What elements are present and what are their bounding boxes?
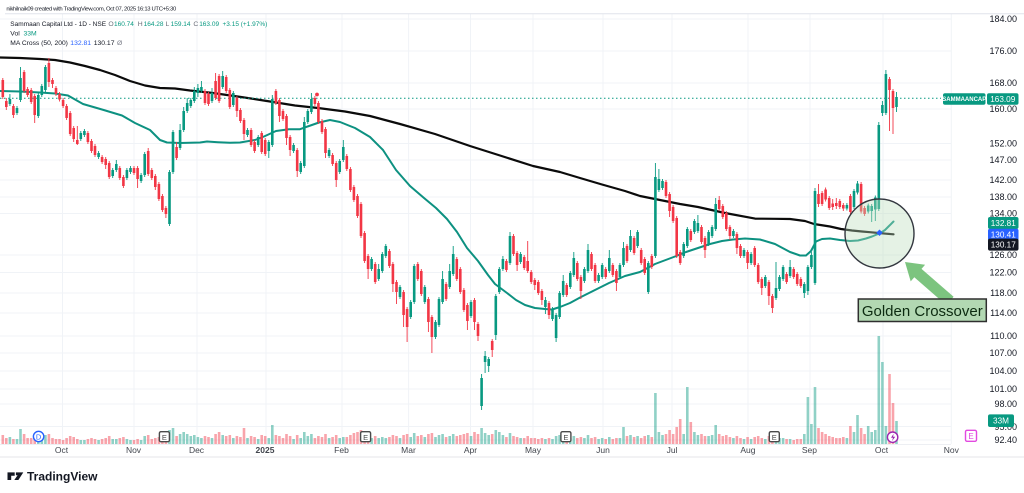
svg-text:TradingView: TradingView xyxy=(27,470,98,484)
svg-text:Vol: Vol xyxy=(10,31,20,38)
svg-text:Oct: Oct xyxy=(875,445,889,455)
svg-text:C: C xyxy=(193,21,198,28)
svg-text:Sep: Sep xyxy=(802,445,817,455)
svg-text:134.00: 134.00 xyxy=(989,209,1017,219)
svg-text:Nov: Nov xyxy=(126,445,142,455)
svg-text:118.00: 118.00 xyxy=(990,288,1017,298)
svg-text:184.00: 184.00 xyxy=(989,14,1017,24)
svg-text:E: E xyxy=(363,433,368,442)
svg-text:SAMMAANCAP: SAMMAANCAP xyxy=(942,97,986,103)
svg-text:126.00: 126.00 xyxy=(989,250,1017,260)
svg-text:98.00: 98.00 xyxy=(994,399,1017,409)
svg-text:Oct: Oct xyxy=(55,445,69,455)
svg-text:176.00: 176.00 xyxy=(989,46,1017,56)
svg-text:E: E xyxy=(162,433,167,442)
svg-text:107.00: 107.00 xyxy=(989,348,1017,358)
svg-text:Jun: Jun xyxy=(596,445,610,455)
svg-text:152.00: 152.00 xyxy=(989,139,1017,149)
svg-text:130.17: 130.17 xyxy=(94,40,115,47)
svg-text:163.09: 163.09 xyxy=(199,21,219,28)
svg-text:Jul: Jul xyxy=(667,445,678,455)
svg-text:122.00: 122.00 xyxy=(989,268,1017,278)
svg-text:130.41: 130.41 xyxy=(991,231,1016,240)
svg-text:Aug: Aug xyxy=(740,445,755,455)
svg-text:33M: 33M xyxy=(993,417,1009,426)
svg-text:92.40: 92.40 xyxy=(994,435,1017,445)
svg-text:E: E xyxy=(563,433,568,442)
svg-text:E: E xyxy=(968,432,973,441)
svg-text:160.00: 160.00 xyxy=(989,104,1017,114)
svg-text:95.00: 95.00 xyxy=(994,422,1017,432)
svg-text:138.00: 138.00 xyxy=(989,192,1017,202)
svg-text:Sammaan Capital Ltd - 1D - NSE: Sammaan Capital Ltd - 1D - NSE xyxy=(10,21,106,28)
svg-text:May: May xyxy=(525,445,542,455)
svg-text:142.00: 142.00 xyxy=(989,175,1017,185)
svg-text:33M: 33M xyxy=(24,31,38,38)
svg-text:Ø: Ø xyxy=(117,40,123,47)
svg-text:+3.15 (+1.97%): +3.15 (+1.97%) xyxy=(223,21,268,28)
svg-text:104.00: 104.00 xyxy=(989,366,1017,376)
svg-text:110.00: 110.00 xyxy=(990,331,1017,341)
svg-text:Nov: Nov xyxy=(944,445,960,455)
svg-text:nikhilnaik09 created with Trad: nikhilnaik09 created with TradingView.co… xyxy=(6,7,177,13)
svg-text:101.00: 101.00 xyxy=(989,384,1017,394)
svg-text:160.74: 160.74 xyxy=(114,21,134,28)
svg-text:Golden Crossover: Golden Crossover xyxy=(862,303,983,320)
svg-text:E: E xyxy=(772,433,777,442)
svg-text:132.81: 132.81 xyxy=(70,40,91,47)
svg-text:Mar: Mar xyxy=(401,445,416,455)
svg-text:2025: 2025 xyxy=(256,445,275,455)
svg-text:MA Cross (50, 200): MA Cross (50, 200) xyxy=(10,40,68,47)
svg-text:D: D xyxy=(36,432,42,441)
svg-text:H: H xyxy=(138,21,143,28)
svg-text:168.00: 168.00 xyxy=(989,78,1017,88)
svg-text:114.00: 114.00 xyxy=(990,308,1017,318)
svg-text:L: L xyxy=(166,21,170,28)
svg-text:130.17: 130.17 xyxy=(991,241,1016,250)
svg-text:164.28: 164.28 xyxy=(144,21,164,28)
svg-text:Apr: Apr xyxy=(464,445,477,455)
svg-text:Feb: Feb xyxy=(334,445,349,455)
svg-text:Dec: Dec xyxy=(189,445,205,455)
svg-text:159.14: 159.14 xyxy=(171,21,191,28)
svg-text:147.00: 147.00 xyxy=(989,155,1017,165)
svg-text:O: O xyxy=(108,21,113,28)
svg-text:132.81: 132.81 xyxy=(991,219,1016,228)
svg-text:163.09: 163.09 xyxy=(990,95,1015,104)
